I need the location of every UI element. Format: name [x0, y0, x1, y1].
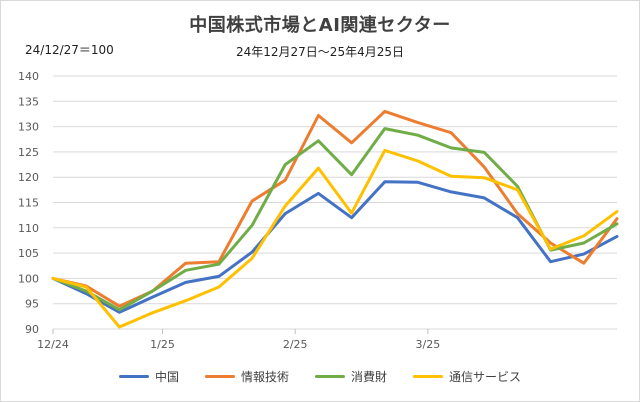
series-lines [51, 109, 619, 329]
legend-label: 通信サービス [449, 370, 522, 384]
y-tick-label: 135 [18, 95, 39, 108]
y-tick-label: 90 [25, 323, 39, 336]
legend-swatch [315, 375, 345, 378]
y-tick-label: 130 [18, 121, 39, 134]
y-tick-label: 110 [18, 222, 39, 235]
legend: 中国 情報技術 消費財 通信サービス [1, 368, 639, 385]
gridlines [52, 75, 617, 334]
x-tick-label: 2/25 [283, 338, 308, 351]
y-tick-label: 115 [18, 197, 39, 210]
y-tick-label: 125 [18, 146, 39, 159]
series-line [51, 148, 619, 329]
x-tick-label: 1/25 [150, 338, 175, 351]
base-note: 24/12/27＝100 [25, 43, 114, 57]
x-tick-label: 12/24 [37, 338, 69, 351]
x-tick-label: 3/25 [416, 338, 441, 351]
legend-swatch [204, 375, 235, 378]
y-tick-label: 100 [18, 272, 39, 285]
series-line [51, 180, 619, 314]
chart-subtitle: 24年12月27日～25年4月25日 [236, 45, 404, 59]
legend-item: 中国 [118, 368, 179, 385]
legend-swatch [413, 375, 444, 378]
y-tick-label: 140 [18, 70, 39, 83]
y-tick-label: 105 [18, 247, 39, 260]
x-axis-tick-labels: 12/24 1/25 2/25 3/25 [37, 338, 440, 351]
y-tick-label: 120 [18, 171, 39, 184]
legend-swatch [118, 375, 149, 378]
legend-item: 消費財 [315, 368, 387, 385]
y-axis-tick-labels: 90 95 100 105 110 115 120 125 130 135 140 [18, 70, 39, 336]
legend-item: 通信サービス [413, 368, 521, 385]
legend-item: 情報技術 [204, 368, 289, 385]
y-tick-label: 95 [25, 298, 39, 311]
legend-label: 中国 [154, 370, 179, 384]
chart-title: 中国株式市場とAI関連セクター [189, 15, 451, 36]
legend-label: 消費財 [351, 370, 388, 384]
series-line [51, 109, 619, 308]
legend-label: 情報技術 [240, 370, 289, 384]
